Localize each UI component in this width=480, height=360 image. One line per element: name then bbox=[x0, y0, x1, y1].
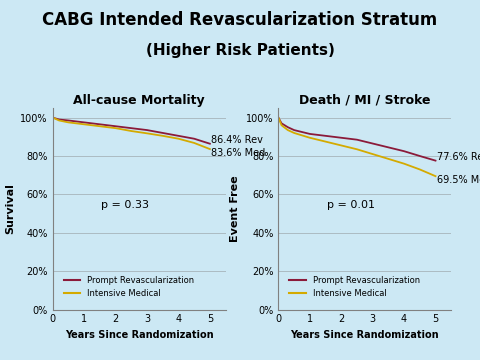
Title: Death / MI / Stroke: Death / MI / Stroke bbox=[299, 94, 431, 107]
X-axis label: Years Since Randomization: Years Since Randomization bbox=[290, 330, 439, 340]
Y-axis label: Survival: Survival bbox=[5, 183, 15, 234]
X-axis label: Years Since Randomization: Years Since Randomization bbox=[65, 330, 214, 340]
Text: (Higher Risk Patients): (Higher Risk Patients) bbox=[145, 43, 335, 58]
Title: All-cause Mortality: All-cause Mortality bbox=[73, 94, 205, 107]
Text: 77.6% Rev: 77.6% Rev bbox=[437, 152, 480, 162]
Text: CABG Intended Revascularization Stratum: CABG Intended Revascularization Stratum bbox=[42, 11, 438, 29]
Legend: Prompt Revascularization, Intensive Medical: Prompt Revascularization, Intensive Medi… bbox=[286, 273, 423, 301]
Y-axis label: Event Free: Event Free bbox=[230, 175, 240, 242]
Text: 86.4% Rev: 86.4% Rev bbox=[212, 135, 264, 145]
Text: 83.6% Med: 83.6% Med bbox=[212, 148, 266, 158]
Legend: Prompt Revascularization, Intensive Medical: Prompt Revascularization, Intensive Medi… bbox=[60, 273, 198, 301]
Text: 69.5% Med: 69.5% Med bbox=[437, 175, 480, 185]
Text: p = 0.33: p = 0.33 bbox=[101, 200, 149, 210]
Text: p = 0.01: p = 0.01 bbox=[327, 200, 375, 210]
